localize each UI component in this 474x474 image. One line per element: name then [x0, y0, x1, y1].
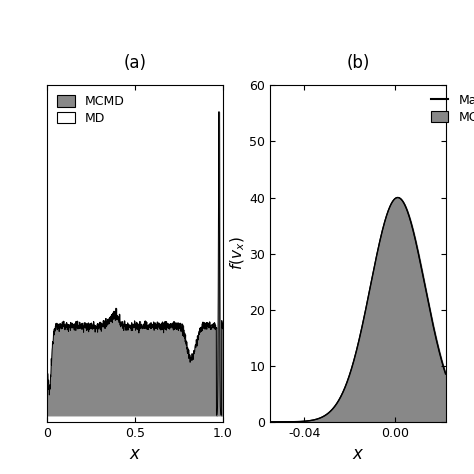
Legend: MCMD, MD: MCMD, MD: [54, 91, 128, 129]
Legend: Maxw, MCMD: Maxw, MCMD: [428, 91, 474, 126]
Text: (b): (b): [346, 54, 370, 72]
X-axis label: $x$: $x$: [129, 445, 141, 463]
Y-axis label: $f(v_x)$: $f(v_x)$: [228, 237, 246, 271]
Text: (a): (a): [124, 54, 146, 72]
X-axis label: $x$: $x$: [352, 445, 364, 463]
